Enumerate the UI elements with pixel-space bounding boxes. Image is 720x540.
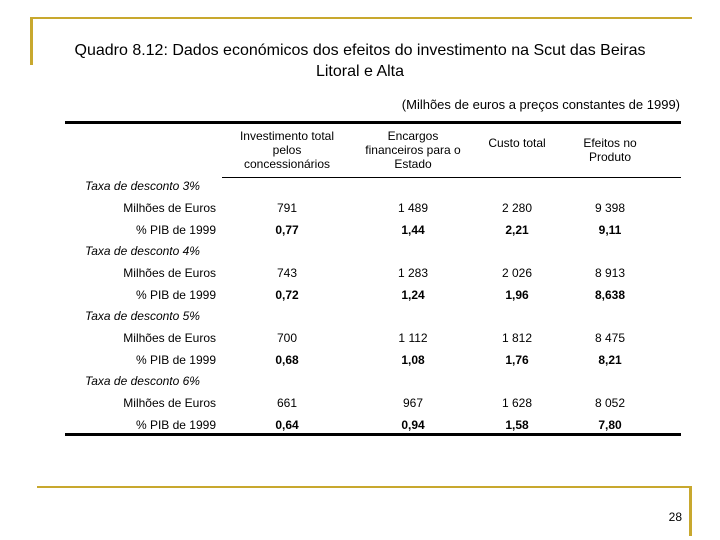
- table-cell: 9 398: [594, 201, 626, 215]
- group-label: Taxa de desconto 4%: [85, 244, 200, 258]
- decor-line: [37, 486, 692, 488]
- table-cell: 8 913: [594, 266, 626, 280]
- table-cell: 1 812: [501, 331, 533, 345]
- table-cell: 7,80: [598, 418, 622, 432]
- table-top-rule: [65, 121, 681, 124]
- table-cell: 1 628: [501, 396, 533, 410]
- table-cell: 8,21: [598, 353, 622, 367]
- table-cell: 0,94: [401, 418, 425, 432]
- table-cell: 661: [276, 396, 298, 410]
- column-header: Investimento total pelos concessionários: [239, 129, 335, 171]
- column-header: Efeitos no Produto: [583, 136, 637, 164]
- table-cell: 1 112: [398, 331, 428, 345]
- table-cell: 8 475: [594, 331, 626, 345]
- page-number: 28: [668, 510, 682, 524]
- row-label: % PIB de 1999: [135, 223, 216, 237]
- table-cell: 1,24: [401, 288, 425, 302]
- table-cell: 1,96: [505, 288, 529, 302]
- table-cell: 791: [276, 201, 298, 215]
- table-cell: 0,68: [275, 353, 299, 367]
- row-label: Milhões de Euros: [123, 331, 216, 345]
- group-label: Taxa de desconto 3%: [85, 179, 200, 193]
- table-cell: 1 489: [397, 201, 429, 215]
- decor-line: [689, 486, 692, 536]
- row-label: Milhões de Euros: [123, 266, 216, 280]
- decor-line: [30, 17, 692, 19]
- row-label: Milhões de Euros: [123, 201, 216, 215]
- decor-line: [30, 17, 33, 65]
- row-label: % PIB de 1999: [135, 288, 216, 302]
- table-cell: 9,11: [598, 223, 622, 237]
- row-label: % PIB de 1999: [135, 353, 216, 367]
- table-cell: 8 052: [594, 396, 626, 410]
- title: Quadro 8.12: Dados económicos dos efeito…: [74, 42, 646, 80]
- column-header: Custo total: [488, 136, 546, 150]
- column-header: Encargos financeiros para o Estado: [365, 129, 461, 171]
- table-cell: 1,44: [401, 223, 425, 237]
- table-cell: 1 283: [397, 266, 429, 280]
- table-cell: 2,21: [505, 223, 529, 237]
- group-label: Taxa de desconto 5%: [85, 309, 200, 323]
- table-cell: 1,08: [401, 353, 425, 367]
- table-cell: 2 026: [501, 266, 533, 280]
- table-cell: 0,64: [275, 418, 299, 432]
- table-cell: 700: [276, 331, 298, 345]
- table-cell: 8,638: [594, 288, 626, 302]
- table-cell: 0,72: [275, 288, 299, 302]
- table-bottom-rule: [65, 433, 681, 436]
- header-rule: [222, 177, 681, 178]
- table-cell: 1,76: [505, 353, 529, 367]
- group-label: Taxa de desconto 6%: [85, 374, 200, 388]
- subtitle: (Milhões de euros a preços constantes de…: [401, 97, 680, 112]
- row-label: Milhões de Euros: [123, 396, 216, 410]
- table-cell: 743: [276, 266, 298, 280]
- table-cell: 2 280: [501, 201, 533, 215]
- row-label: % PIB de 1999: [135, 418, 216, 432]
- table-cell: 967: [402, 396, 424, 410]
- table-cell: 1,58: [505, 418, 529, 432]
- table-cell: 0,77: [275, 223, 299, 237]
